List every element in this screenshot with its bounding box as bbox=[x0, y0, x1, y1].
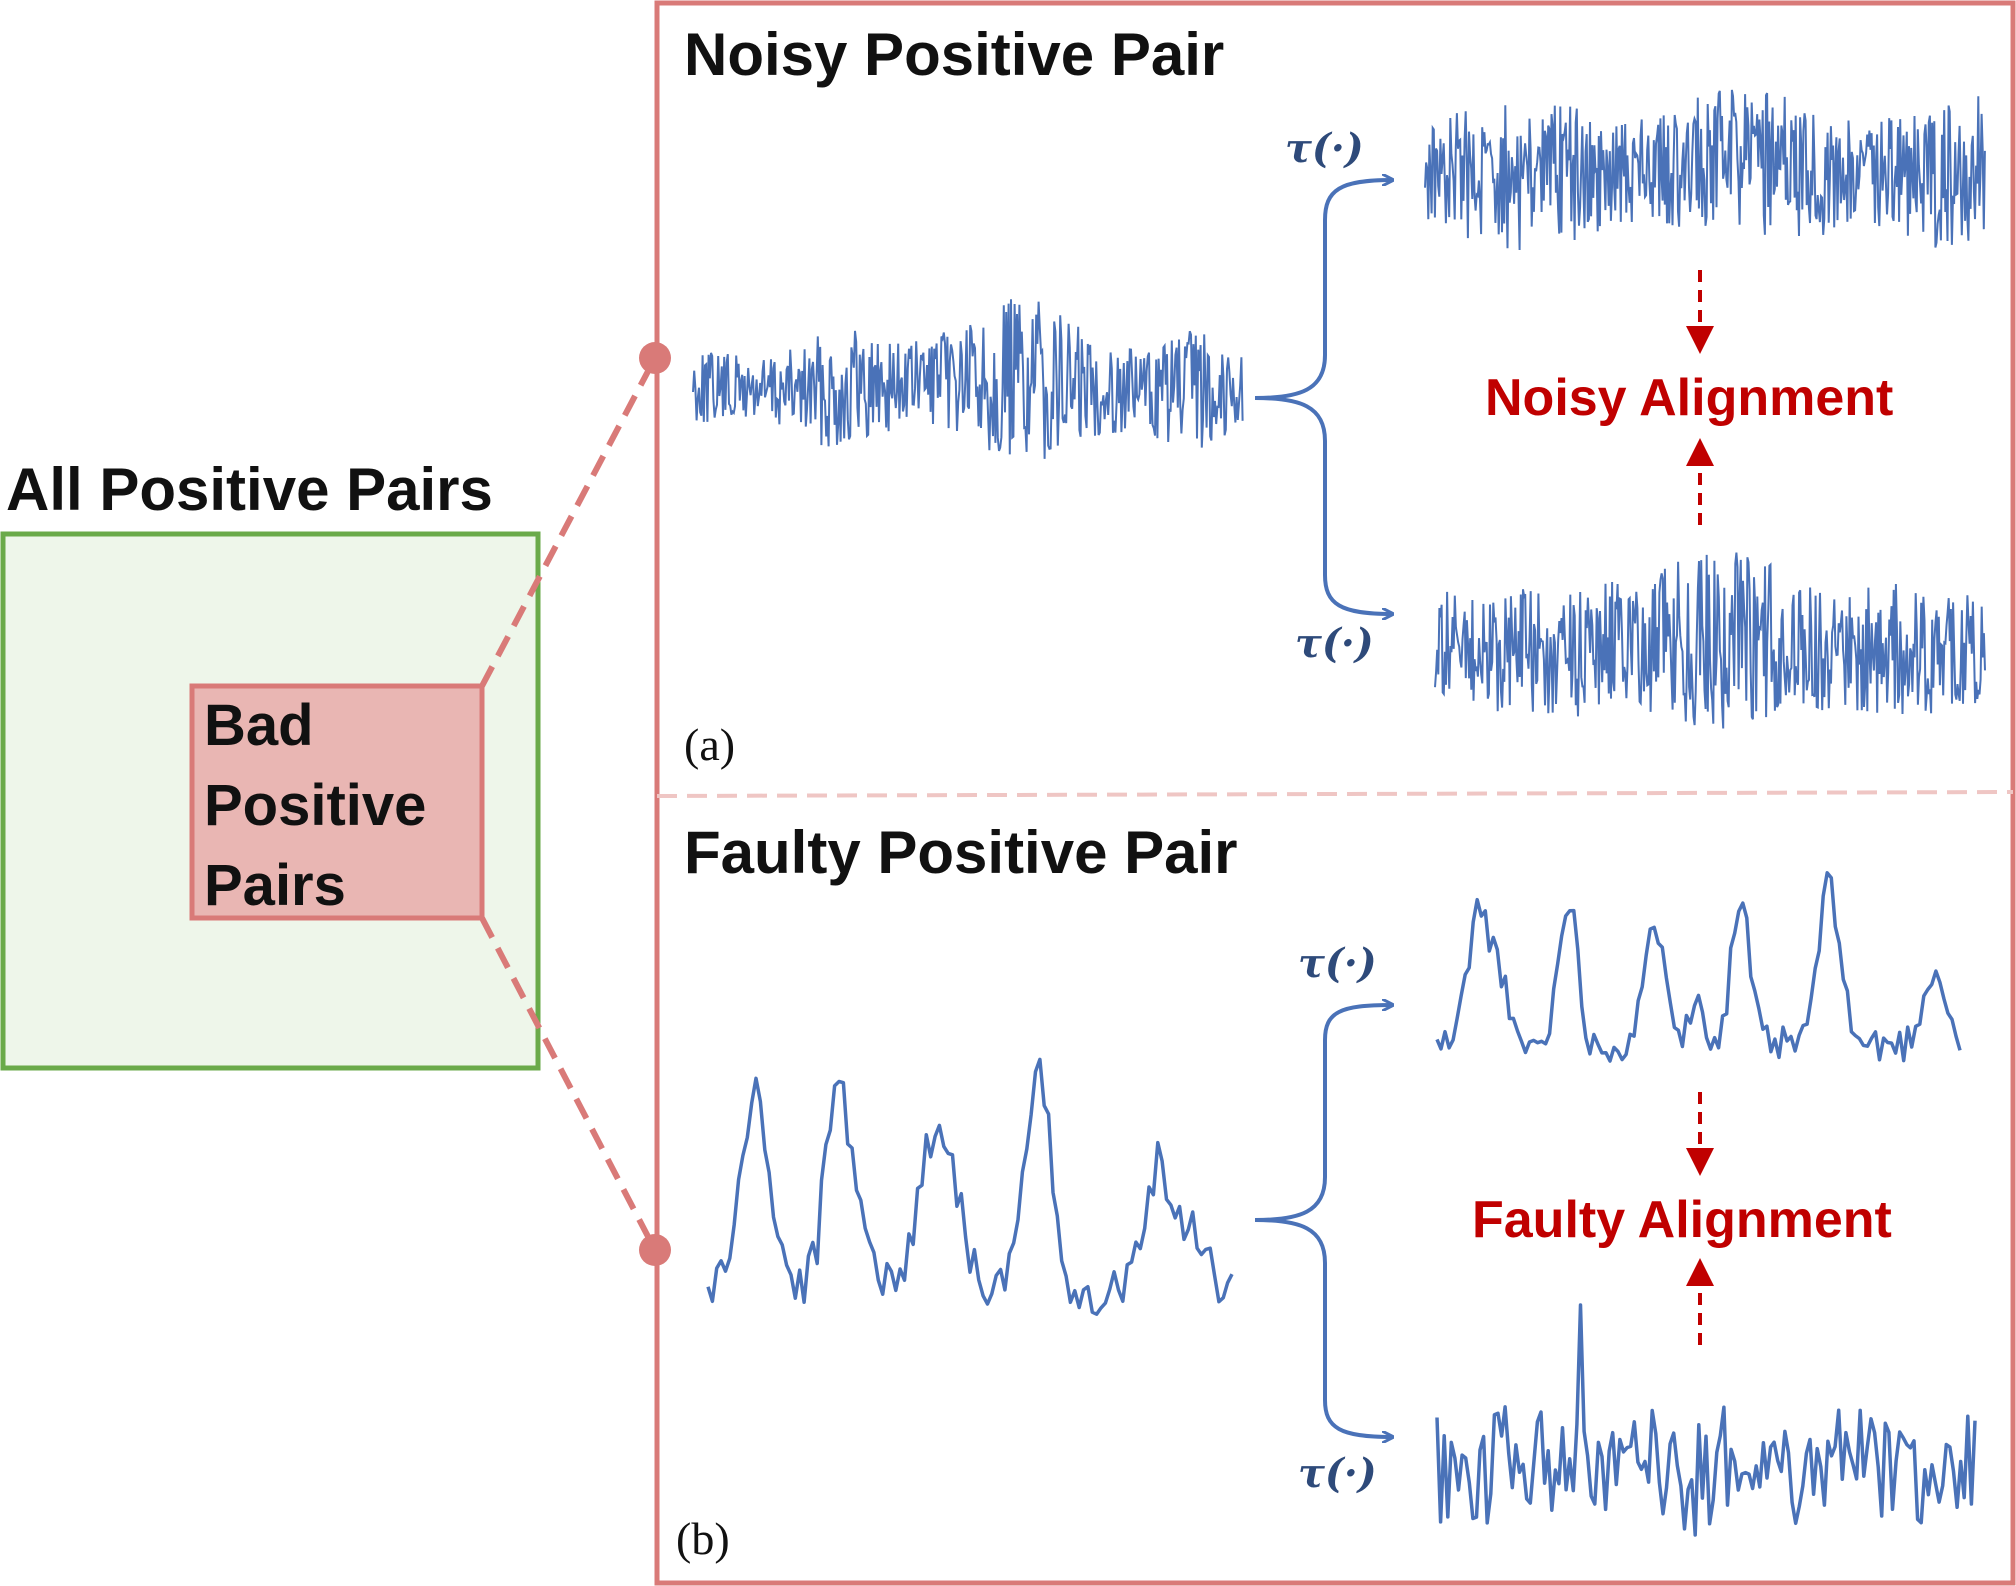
panel-b-letter: (b) bbox=[676, 1513, 730, 1564]
panel-a-heading: Noisy Positive Pair bbox=[684, 21, 1225, 88]
signal-noisy-augmented-bottom bbox=[1434, 552, 1986, 729]
panel-a-tau-top: τ(·) bbox=[1285, 125, 1364, 172]
signal-faulty-augmented-top bbox=[1435, 871, 1962, 1063]
bad-label-line-2: Positive bbox=[204, 773, 427, 838]
signal-faulty-augmented-bottom bbox=[1435, 1303, 1977, 1537]
bad-positive-pairs-box bbox=[189, 683, 485, 921]
panel-b-alignment-label: Faulty Alignment bbox=[1472, 1191, 1892, 1249]
panel-a-letter: (a) bbox=[684, 719, 736, 770]
connector-dot-top bbox=[639, 342, 671, 374]
branch-brace-a bbox=[1254, 180, 1392, 400]
branch-brace-b bbox=[1254, 1005, 1392, 1222]
signal-noisy-augmented-top bbox=[1424, 89, 1986, 251]
panel-b-heading: Faulty Positive Pair bbox=[684, 819, 1238, 886]
signal-faulty-original bbox=[706, 1057, 1234, 1316]
panel-b-tau-bottom: τ(·) bbox=[1298, 1450, 1377, 1497]
bad-label-line-3: Pairs bbox=[204, 853, 346, 918]
connector-line-bottom bbox=[479, 916, 658, 1252]
connector-line-top bbox=[479, 356, 658, 688]
branch-brace-a-lower bbox=[1254, 396, 1392, 614]
panel-b-tau-top: τ(·) bbox=[1298, 940, 1377, 987]
bad-label-line-1: Bad bbox=[204, 693, 314, 758]
connector-dot-bottom bbox=[639, 1234, 671, 1266]
signal-noisy-original bbox=[692, 299, 1244, 459]
panel-a-tau-bottom: τ(·) bbox=[1295, 620, 1374, 667]
branch-brace-b-lower bbox=[1254, 1218, 1392, 1437]
panel-a-alignment-label: Noisy Alignment bbox=[1485, 369, 1894, 427]
panel-separator bbox=[656, 790, 2014, 798]
bad-positive-pairs-label: Bad Positive Pairs bbox=[204, 686, 426, 926]
all-positive-pairs-title: All Positive Pairs bbox=[6, 456, 493, 523]
